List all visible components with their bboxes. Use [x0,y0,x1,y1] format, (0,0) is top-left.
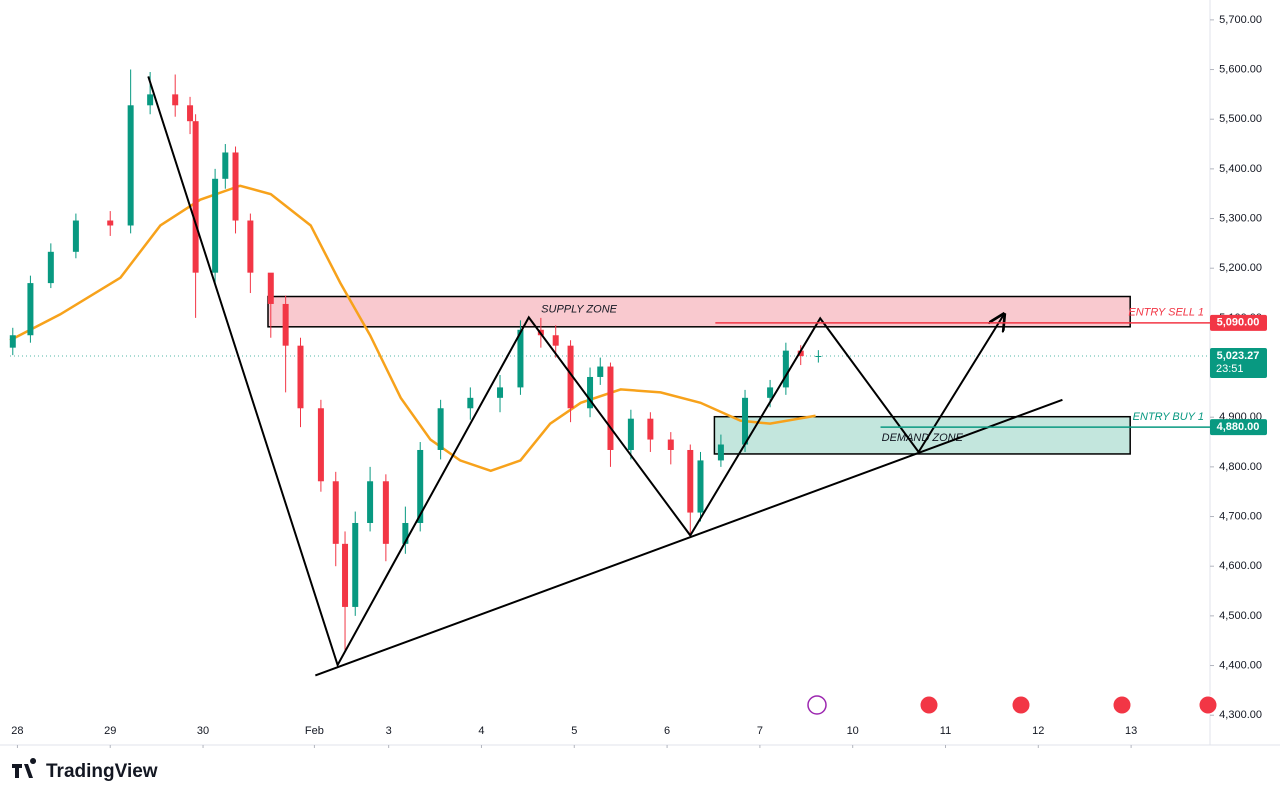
moving-average [9,184,816,473]
candle-body [607,366,614,450]
x-tick-label: 7 [757,725,763,737]
candle-body [72,220,79,252]
x-tick-label: Feb [305,725,324,737]
price-badge-label: 5,023.27 [1217,350,1260,362]
brand-logo: TradingView [12,758,158,782]
zone-label: SUPPLY ZONE [541,304,617,316]
price-badge [1210,314,1267,331]
price-badge [1210,419,1267,436]
candle-body [317,408,324,482]
price-badge [1210,347,1267,378]
candle-body [687,449,694,513]
price-badge-label: 5,090.00 [1217,317,1260,329]
x-tick-label: 12 [1032,725,1044,737]
y-tick-label: 5,500.00 [1219,113,1262,125]
entry-label: ENTRY BUY 1 [1133,411,1204,423]
y-tick-label: 5,600.00 [1219,63,1262,75]
logo-mark [12,758,37,778]
candle-body [147,94,154,106]
y-tick-label: 4,800.00 [1219,461,1262,473]
candle-body [667,439,674,450]
candle-body [467,397,474,409]
candle-body [367,481,374,523]
trend-drawing [147,76,1004,668]
event-icon[interactable] [919,695,939,715]
trend-drawing [314,398,1063,677]
candle-body [222,152,229,179]
y-tick-label: 5,200.00 [1219,262,1262,274]
candle-body [247,220,254,273]
candle-body [9,335,16,348]
countdown-label: 23:51 [1216,363,1244,375]
entry-label: ENTRY SELL 1 [1128,307,1204,319]
x-tick-label: 30 [197,725,209,737]
y-tick-label: 4,500.00 [1219,610,1262,622]
event-icon[interactable] [807,695,827,715]
candle-body [382,481,389,544]
y-tick-label: 4,400.00 [1219,659,1262,671]
candle-body [417,449,424,523]
candle-body [232,152,239,221]
candle-body [47,251,54,284]
candle-body [647,418,654,440]
event-icon[interactable] [1011,695,1031,715]
x-tick-label: 3 [386,725,392,737]
candle-body [552,335,559,346]
candle-body [567,345,574,409]
x-tick-label: 13 [1125,725,1137,737]
candle-body [782,350,789,388]
candle-body [127,105,134,226]
candle-body [297,345,304,409]
candle-body [717,444,724,461]
x-tick-label: 5 [571,725,577,737]
x-tick-label: 29 [104,725,116,737]
candle-body [402,522,409,544]
candle-body [192,121,199,273]
zone-label: DEMAND ZONE [882,432,964,444]
y-tick-label: 5,400.00 [1219,163,1262,175]
candle-body [267,272,274,304]
candle-body [342,543,349,607]
candle-body [212,178,219,273]
candle-body [27,283,34,336]
y-tick-label: 5,300.00 [1219,212,1262,224]
candle-body [107,220,114,226]
x-tick-label: 10 [847,725,859,737]
candle-body [597,366,604,377]
candle-body [587,376,594,409]
y-tick-label: 4,600.00 [1219,560,1262,572]
candle-body [517,329,524,388]
event-icons [807,695,1218,715]
x-tick-label: 28 [11,725,23,737]
x-tick-label: 11 [940,725,951,737]
price-badge-label: 4,880.00 [1217,421,1260,433]
x-tick-label: 4 [478,725,484,737]
candle-body [497,387,504,398]
y-tick-label: 5,700.00 [1219,14,1262,26]
candle-body [352,522,359,607]
candle-body [742,397,749,445]
brand-name: TradingView [46,761,158,782]
zone [267,295,1131,328]
event-icon[interactable] [1198,695,1218,715]
candle-body [187,105,194,122]
candle-body [697,460,704,513]
event-icon[interactable] [1112,695,1132,715]
y-tick-label: 4,300.00 [1219,709,1262,721]
candle-body [767,387,774,398]
candle-body [282,303,289,346]
candle-body [172,94,179,106]
candle-body [627,418,634,450]
candle-body [332,481,339,544]
candle-body [797,350,804,357]
candle-body [815,355,822,357]
y-tick-label: 4,700.00 [1219,510,1262,522]
x-tick-label: 6 [664,725,670,737]
candle-body [437,408,444,450]
